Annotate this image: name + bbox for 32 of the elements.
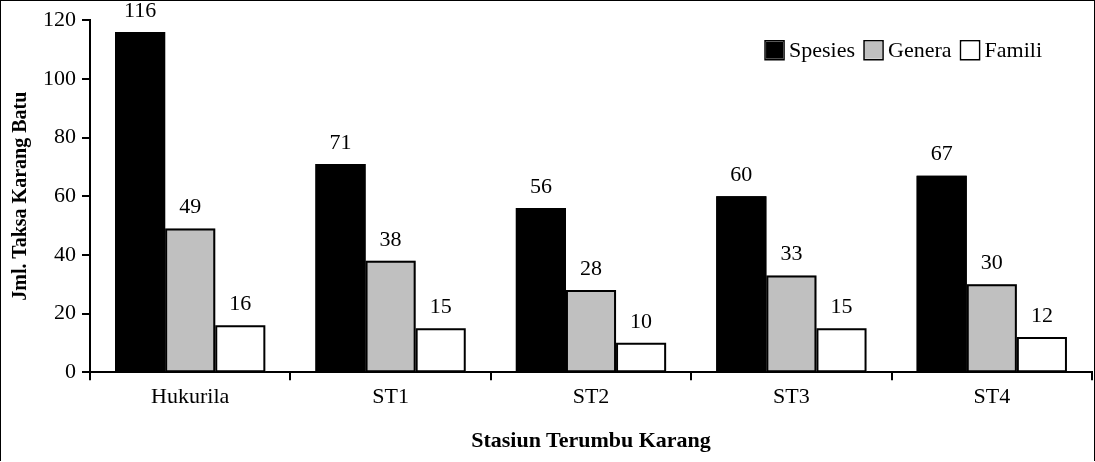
data-label: 49 bbox=[179, 193, 202, 219]
y-axis-title: Jml. Taksa Karang Batu bbox=[8, 91, 32, 301]
data-label: 16 bbox=[229, 290, 252, 316]
data-label: 15 bbox=[830, 292, 853, 318]
x-tick-label: ST2 bbox=[572, 383, 610, 409]
x-axis-title: Stasiun Terumbu Karang bbox=[471, 427, 711, 453]
x-tick-label: ST4 bbox=[973, 383, 1011, 409]
y-tick-label: 60 bbox=[54, 181, 76, 207]
data-label: 38 bbox=[379, 225, 402, 251]
data-label: 30 bbox=[980, 248, 1003, 274]
x-tick-label: ST3 bbox=[773, 383, 810, 409]
data-label: 15 bbox=[429, 292, 452, 318]
data-label: 60 bbox=[730, 160, 753, 186]
x-tick-label: ST1 bbox=[372, 383, 409, 409]
y-tick-label: 40 bbox=[54, 240, 76, 266]
data-label: 28 bbox=[580, 254, 602, 280]
x-tick-label: Hukurila bbox=[151, 383, 230, 409]
data-label: 12 bbox=[1030, 301, 1053, 327]
data-label: 10 bbox=[630, 307, 653, 333]
data-label: 71 bbox=[329, 128, 352, 154]
y-tick-label: 0 bbox=[65, 357, 76, 383]
legend-label: Spesies bbox=[789, 36, 856, 62]
y-tick-label: 100 bbox=[43, 64, 76, 90]
data-label: 116 bbox=[124, 0, 157, 22]
y-tick-label: 120 bbox=[43, 5, 76, 31]
data-label: 33 bbox=[780, 240, 803, 266]
y-tick-label: 20 bbox=[54, 299, 76, 325]
legend-label: Famili bbox=[984, 36, 1042, 62]
data-label: 56 bbox=[529, 172, 552, 198]
y-tick-label: 80 bbox=[54, 123, 76, 149]
legend-label: Genera bbox=[888, 36, 952, 62]
data-label: 67 bbox=[930, 140, 953, 166]
